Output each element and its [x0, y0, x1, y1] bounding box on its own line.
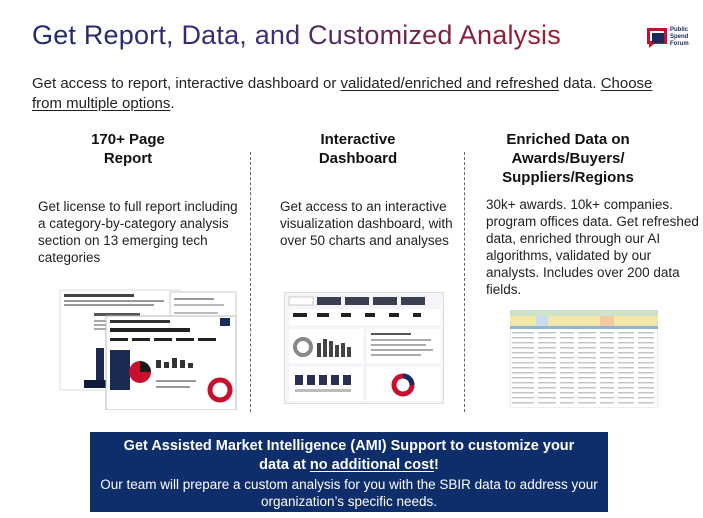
dashboard-description: Get access to an interactive visualizati…: [280, 199, 453, 248]
enriched-data-heading: Enriched Data on Awards/Buyers/ Supplier…: [502, 131, 634, 186]
report-heading: 170+ Page Report: [91, 131, 165, 167]
intro-text: Get access to report, interactive dashbo…: [32, 75, 653, 112]
choose-options-link[interactable]: Choose from multiple options: [32, 75, 653, 112]
validated-data-link[interactable]: validated/enriched and refreshed: [340, 75, 559, 92]
spreadsheet-preview-icon: [510, 310, 658, 408]
no-additional-cost-link[interactable]: no additional cost: [309, 457, 434, 473]
page-title: Get Report, Data, and Customized Analysi…: [32, 20, 561, 50]
ami-title: Get Assisted Market Intelligence (AMI) S…: [123, 438, 575, 473]
enriched-data-description: 30k+ awards. 10k+ companies. program off…: [486, 197, 699, 297]
column-divider: [250, 152, 251, 412]
report-description: Get license to full report including a c…: [38, 199, 238, 265]
ami-description: Our team will prepare a custom analysis …: [100, 477, 598, 509]
chat-bubble-logo-icon: [647, 28, 667, 48]
dashboard-preview-icon: [284, 292, 444, 404]
logo-text: Public Spend Forum: [670, 27, 689, 47]
report-pages-preview-icon: [58, 288, 238, 410]
dashboard-heading: Interactive Dashboard: [318, 131, 398, 167]
column-divider: [464, 152, 465, 412]
public-spend-forum-logo: Public Spend Forum: [646, 26, 700, 50]
ami-support-banner: Get Assisted Market Intelligence (AMI) S…: [90, 432, 608, 512]
